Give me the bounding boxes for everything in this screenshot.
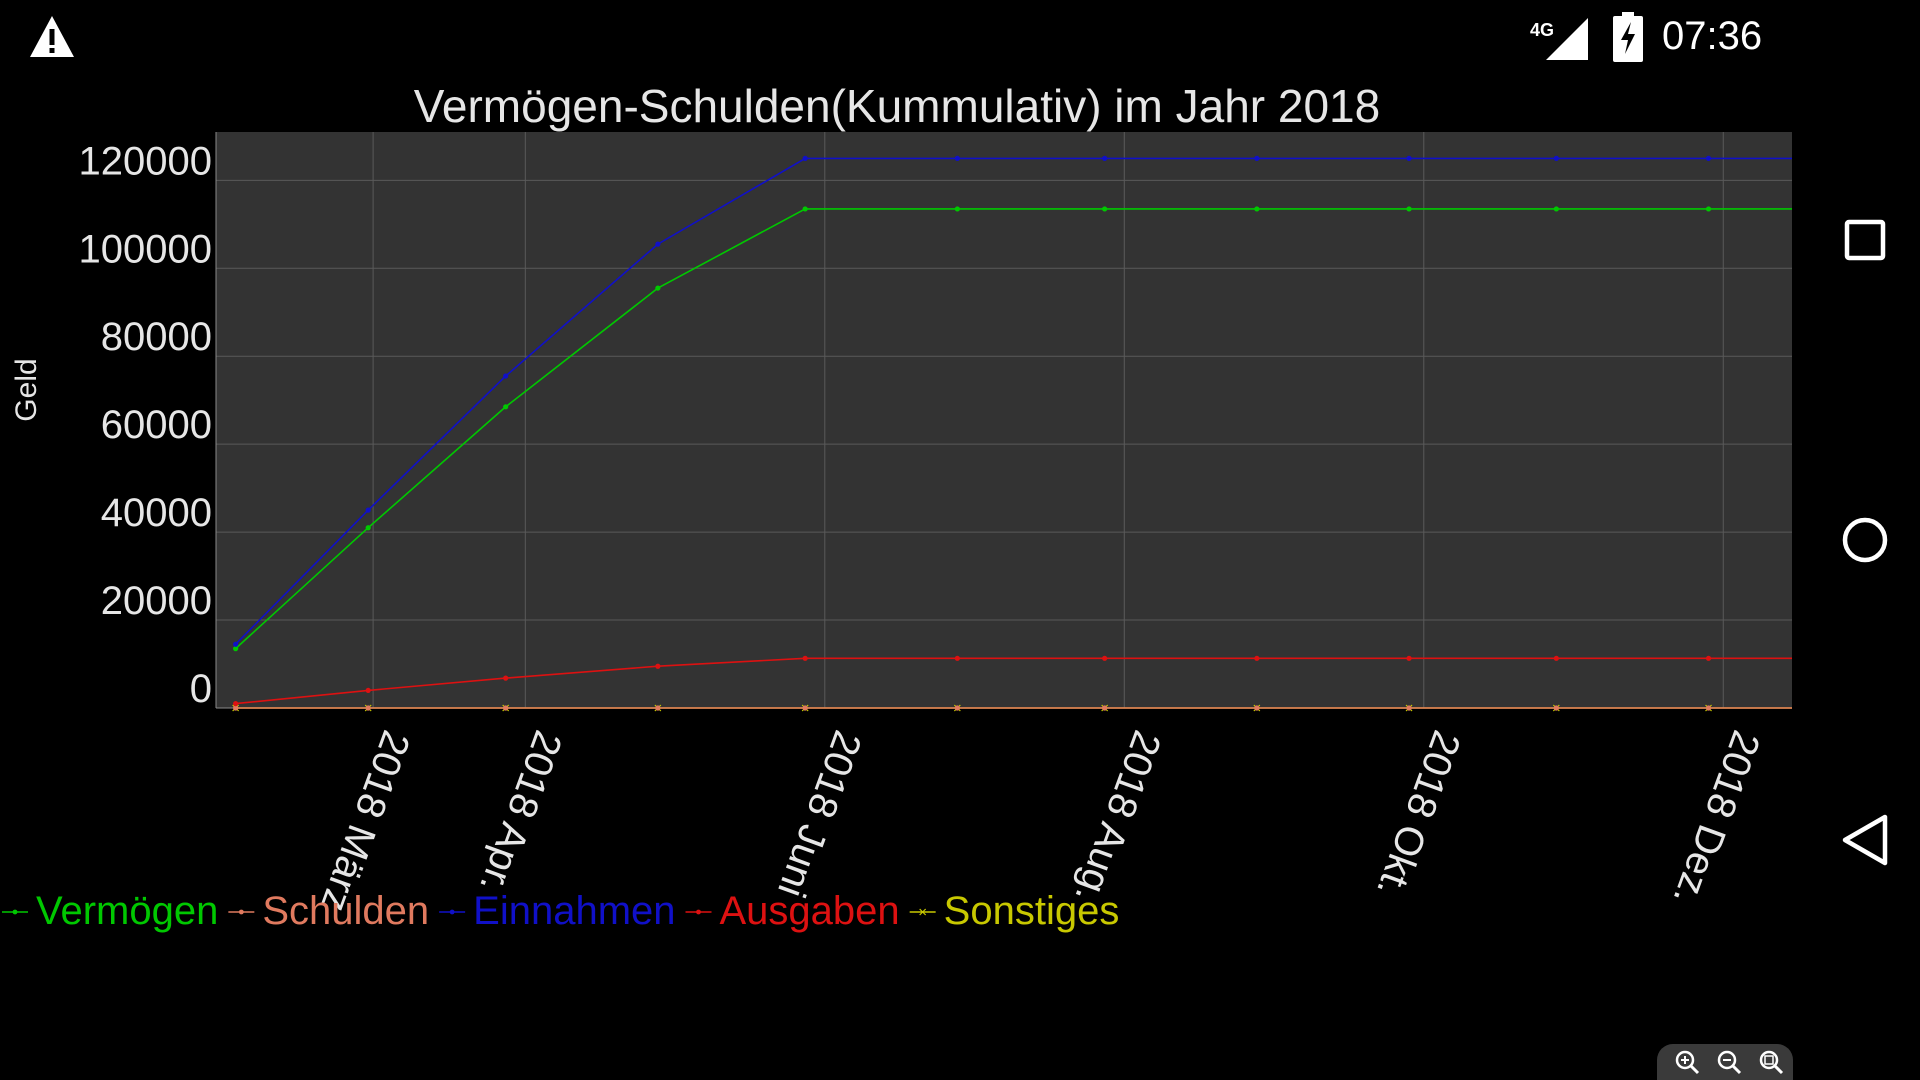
data-point-ausgaben <box>365 687 371 694</box>
data-point-einnahmen <box>1102 155 1108 161</box>
data-point-vermoegen <box>655 285 661 291</box>
data-point-schulden <box>1406 705 1412 711</box>
x-tick-label: 2018 Juni <box>769 725 870 903</box>
warning-icon <box>30 16 74 57</box>
data-point-einnahmen <box>655 241 661 247</box>
y-tick-label: 80000 <box>101 315 212 359</box>
y-tick-label: 120000 <box>79 139 212 183</box>
data-point-einnahmen <box>1254 155 1260 161</box>
network-type-label: 4G <box>1530 20 1554 40</box>
series-lines <box>232 155 1792 712</box>
data-point-schulden <box>233 705 239 711</box>
data-point-einnahmen <box>802 155 808 161</box>
data-point-vermoegen <box>1553 206 1559 212</box>
back-triangle-icon[interactable] <box>1830 805 1900 875</box>
data-point-einnahmen <box>365 507 371 513</box>
y-tick-label: 60000 <box>101 403 212 447</box>
data-point-schulden <box>1102 705 1108 711</box>
chart-title: Vermögen-Schulden(Kummulativ) im Jahr 20… <box>414 80 1380 132</box>
y-tick-label: 100000 <box>79 227 212 271</box>
x-tick-label: 2018 Aug. <box>1066 725 1169 909</box>
data-point-vermoegen <box>233 646 239 652</box>
data-point-einnahmen <box>1705 155 1712 161</box>
data-point-vermoegen <box>365 525 371 531</box>
data-point-vermoegen <box>1705 206 1712 212</box>
x-tick-label: 2018 Dez. <box>1664 725 1768 911</box>
zoom-in-icon[interactable] <box>1673 1048 1701 1076</box>
data-point-ausgaben <box>233 701 239 707</box>
legend-label-einnahmen: Einnahmen <box>473 889 675 933</box>
grid-lines <box>215 132 1792 709</box>
zoom-out-icon[interactable] <box>1715 1048 1743 1076</box>
series-group <box>232 155 1792 712</box>
legend: Vermögen Schulden Einnahmen Ausgaben Sonstig… <box>2 889 1119 933</box>
x-tick-label: 2018 Apr. <box>471 725 570 899</box>
status-bar: 4G 07:36 <box>0 0 1920 80</box>
legend-label-sonstiges: Sonstiges <box>944 889 1120 933</box>
data-point-ausgaben <box>1102 655 1108 661</box>
data-point-ausgaben <box>954 655 960 661</box>
data-point-ausgaben <box>1254 655 1260 661</box>
navigation-bar <box>1810 0 1920 1080</box>
zoom-controls <box>1657 1044 1793 1080</box>
series-line-ausgaben <box>235 657 1792 705</box>
data-point-ausgaben <box>1553 655 1559 661</box>
data-point-schulden <box>802 705 808 711</box>
legend-label-schulden: Schulden <box>262 889 429 933</box>
data-point-vermoegen <box>802 206 808 212</box>
data-point-schulden <box>954 705 960 711</box>
status-clock: 07:36 <box>1662 14 1763 58</box>
legend-marker-vermoegen <box>12 909 18 915</box>
data-point-schulden <box>1254 705 1260 711</box>
data-point-ausgaben <box>1705 655 1712 661</box>
data-point-einnahmen <box>1553 155 1559 161</box>
legend-marker-sonstiges <box>919 908 927 916</box>
data-point-vermoegen <box>503 404 509 410</box>
data-point-schulden <box>1705 705 1712 711</box>
data-point-einnahmen <box>233 641 239 647</box>
home-circle-icon[interactable] <box>1830 505 1900 575</box>
x-tick-label: 2018 Okt. <box>1368 725 1469 903</box>
data-point-vermoegen <box>1254 206 1260 212</box>
data-point-ausgaben <box>503 675 509 681</box>
data-point-schulden <box>1553 705 1559 711</box>
chart-svg[interactable]: Vermögen-Schulden(Kummulativ) im Jahr 20… <box>0 80 1810 1080</box>
legend-label-vermoegen: Vermögen <box>36 889 218 933</box>
data-point-ausgaben <box>802 655 808 661</box>
data-point-vermoegen <box>1406 206 1412 212</box>
legend-marker-schulden <box>238 909 244 915</box>
recents-square-icon[interactable] <box>1830 205 1900 275</box>
legend-marker-einnahmen <box>449 909 455 915</box>
zoom-reset-icon[interactable] <box>1757 1048 1785 1076</box>
battery-charging-icon <box>1613 12 1643 62</box>
plot-background <box>216 132 1792 708</box>
data-point-vermoegen <box>1102 206 1108 212</box>
legend-label-ausgaben: Ausgaben <box>720 889 900 933</box>
data-point-einnahmen <box>1406 155 1412 161</box>
data-point-schulden <box>503 705 509 711</box>
data-point-schulden <box>655 705 661 711</box>
signal-4g-icon: 4G <box>1530 18 1588 60</box>
legend-marker-ausgaben <box>696 909 701 915</box>
data-point-vermoegen <box>954 206 960 212</box>
data-point-ausgaben <box>655 663 661 669</box>
data-point-schulden <box>365 705 371 711</box>
y-axis-label: Geld <box>10 358 43 421</box>
series-line-einnahmen <box>235 157 1792 645</box>
y-tick-labels: 0 20000 40000 60000 80000 100000 120000 <box>79 139 212 711</box>
y-tick-label: 0 <box>190 667 212 711</box>
series-line-vermoegen <box>235 208 1792 650</box>
y-tick-label: 40000 <box>101 491 212 535</box>
data-point-einnahmen <box>503 373 509 379</box>
chart-container[interactable]: Vermögen-Schulden(Kummulativ) im Jahr 20… <box>0 80 1810 1080</box>
data-point-ausgaben <box>1406 655 1412 661</box>
data-point-einnahmen <box>954 155 960 161</box>
y-tick-label: 20000 <box>101 579 212 623</box>
